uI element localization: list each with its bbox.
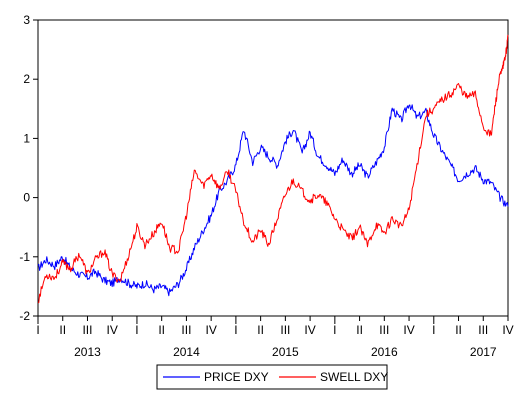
x-quarter-label: III bbox=[379, 323, 389, 337]
y-tick-label: 1 bbox=[23, 131, 30, 145]
y-tick-label: 0 bbox=[23, 191, 30, 205]
x-year-label: 2014 bbox=[173, 345, 200, 359]
legend: PRICE DXY SWELL DXY bbox=[156, 364, 388, 390]
y-tick-label: 2 bbox=[23, 72, 30, 86]
x-quarter-label: II bbox=[158, 323, 165, 337]
x-quarter-label: I bbox=[135, 323, 138, 337]
x-quarter-label: II bbox=[455, 323, 462, 337]
x-year-label: 2013 bbox=[74, 345, 101, 359]
y-tick-label: 3 bbox=[23, 13, 30, 27]
legend-box bbox=[156, 364, 388, 390]
x-year-label: 2016 bbox=[371, 345, 398, 359]
x-quarter-label: I bbox=[234, 323, 237, 337]
x-quarter-label: I bbox=[36, 323, 39, 337]
series-line-swell-dxy bbox=[37, 34, 509, 304]
plot-frame bbox=[37, 19, 509, 317]
x-year-label: 2015 bbox=[272, 345, 299, 359]
y-axis: -2 -1 0 1 2 3 bbox=[19, 13, 38, 323]
x-quarter-label: III bbox=[280, 323, 290, 337]
x-year-label: 2017 bbox=[470, 345, 497, 359]
x-quarter-label: IV bbox=[107, 323, 118, 337]
legend-label-price: PRICE DXY bbox=[204, 370, 269, 384]
x-quarter-label: II bbox=[257, 323, 264, 337]
x-quarter-label: III bbox=[82, 323, 92, 337]
legend-label-swell: SWELL DXY bbox=[320, 370, 388, 384]
x-quarter-label: I bbox=[333, 323, 336, 337]
x-quarter-label: IV bbox=[205, 323, 216, 337]
x-quarter-label: IV bbox=[403, 323, 414, 337]
y-tick-label: -1 bbox=[19, 250, 30, 264]
x-quarter-label: II bbox=[356, 323, 363, 337]
y-tick-label: -2 bbox=[19, 309, 30, 323]
x-quarter-label: IV bbox=[304, 323, 315, 337]
x-quarter-label: IV bbox=[502, 323, 513, 337]
series-lines bbox=[37, 34, 509, 304]
x-quarter-label: I bbox=[432, 323, 435, 337]
x-quarter-label: III bbox=[181, 323, 191, 337]
x-quarter-label: II bbox=[59, 323, 66, 337]
x-quarter-label: III bbox=[478, 323, 488, 337]
x-axis: I II III IV I II III IV I II III IV I II III IV I II III IV… bbox=[36, 316, 532, 359]
